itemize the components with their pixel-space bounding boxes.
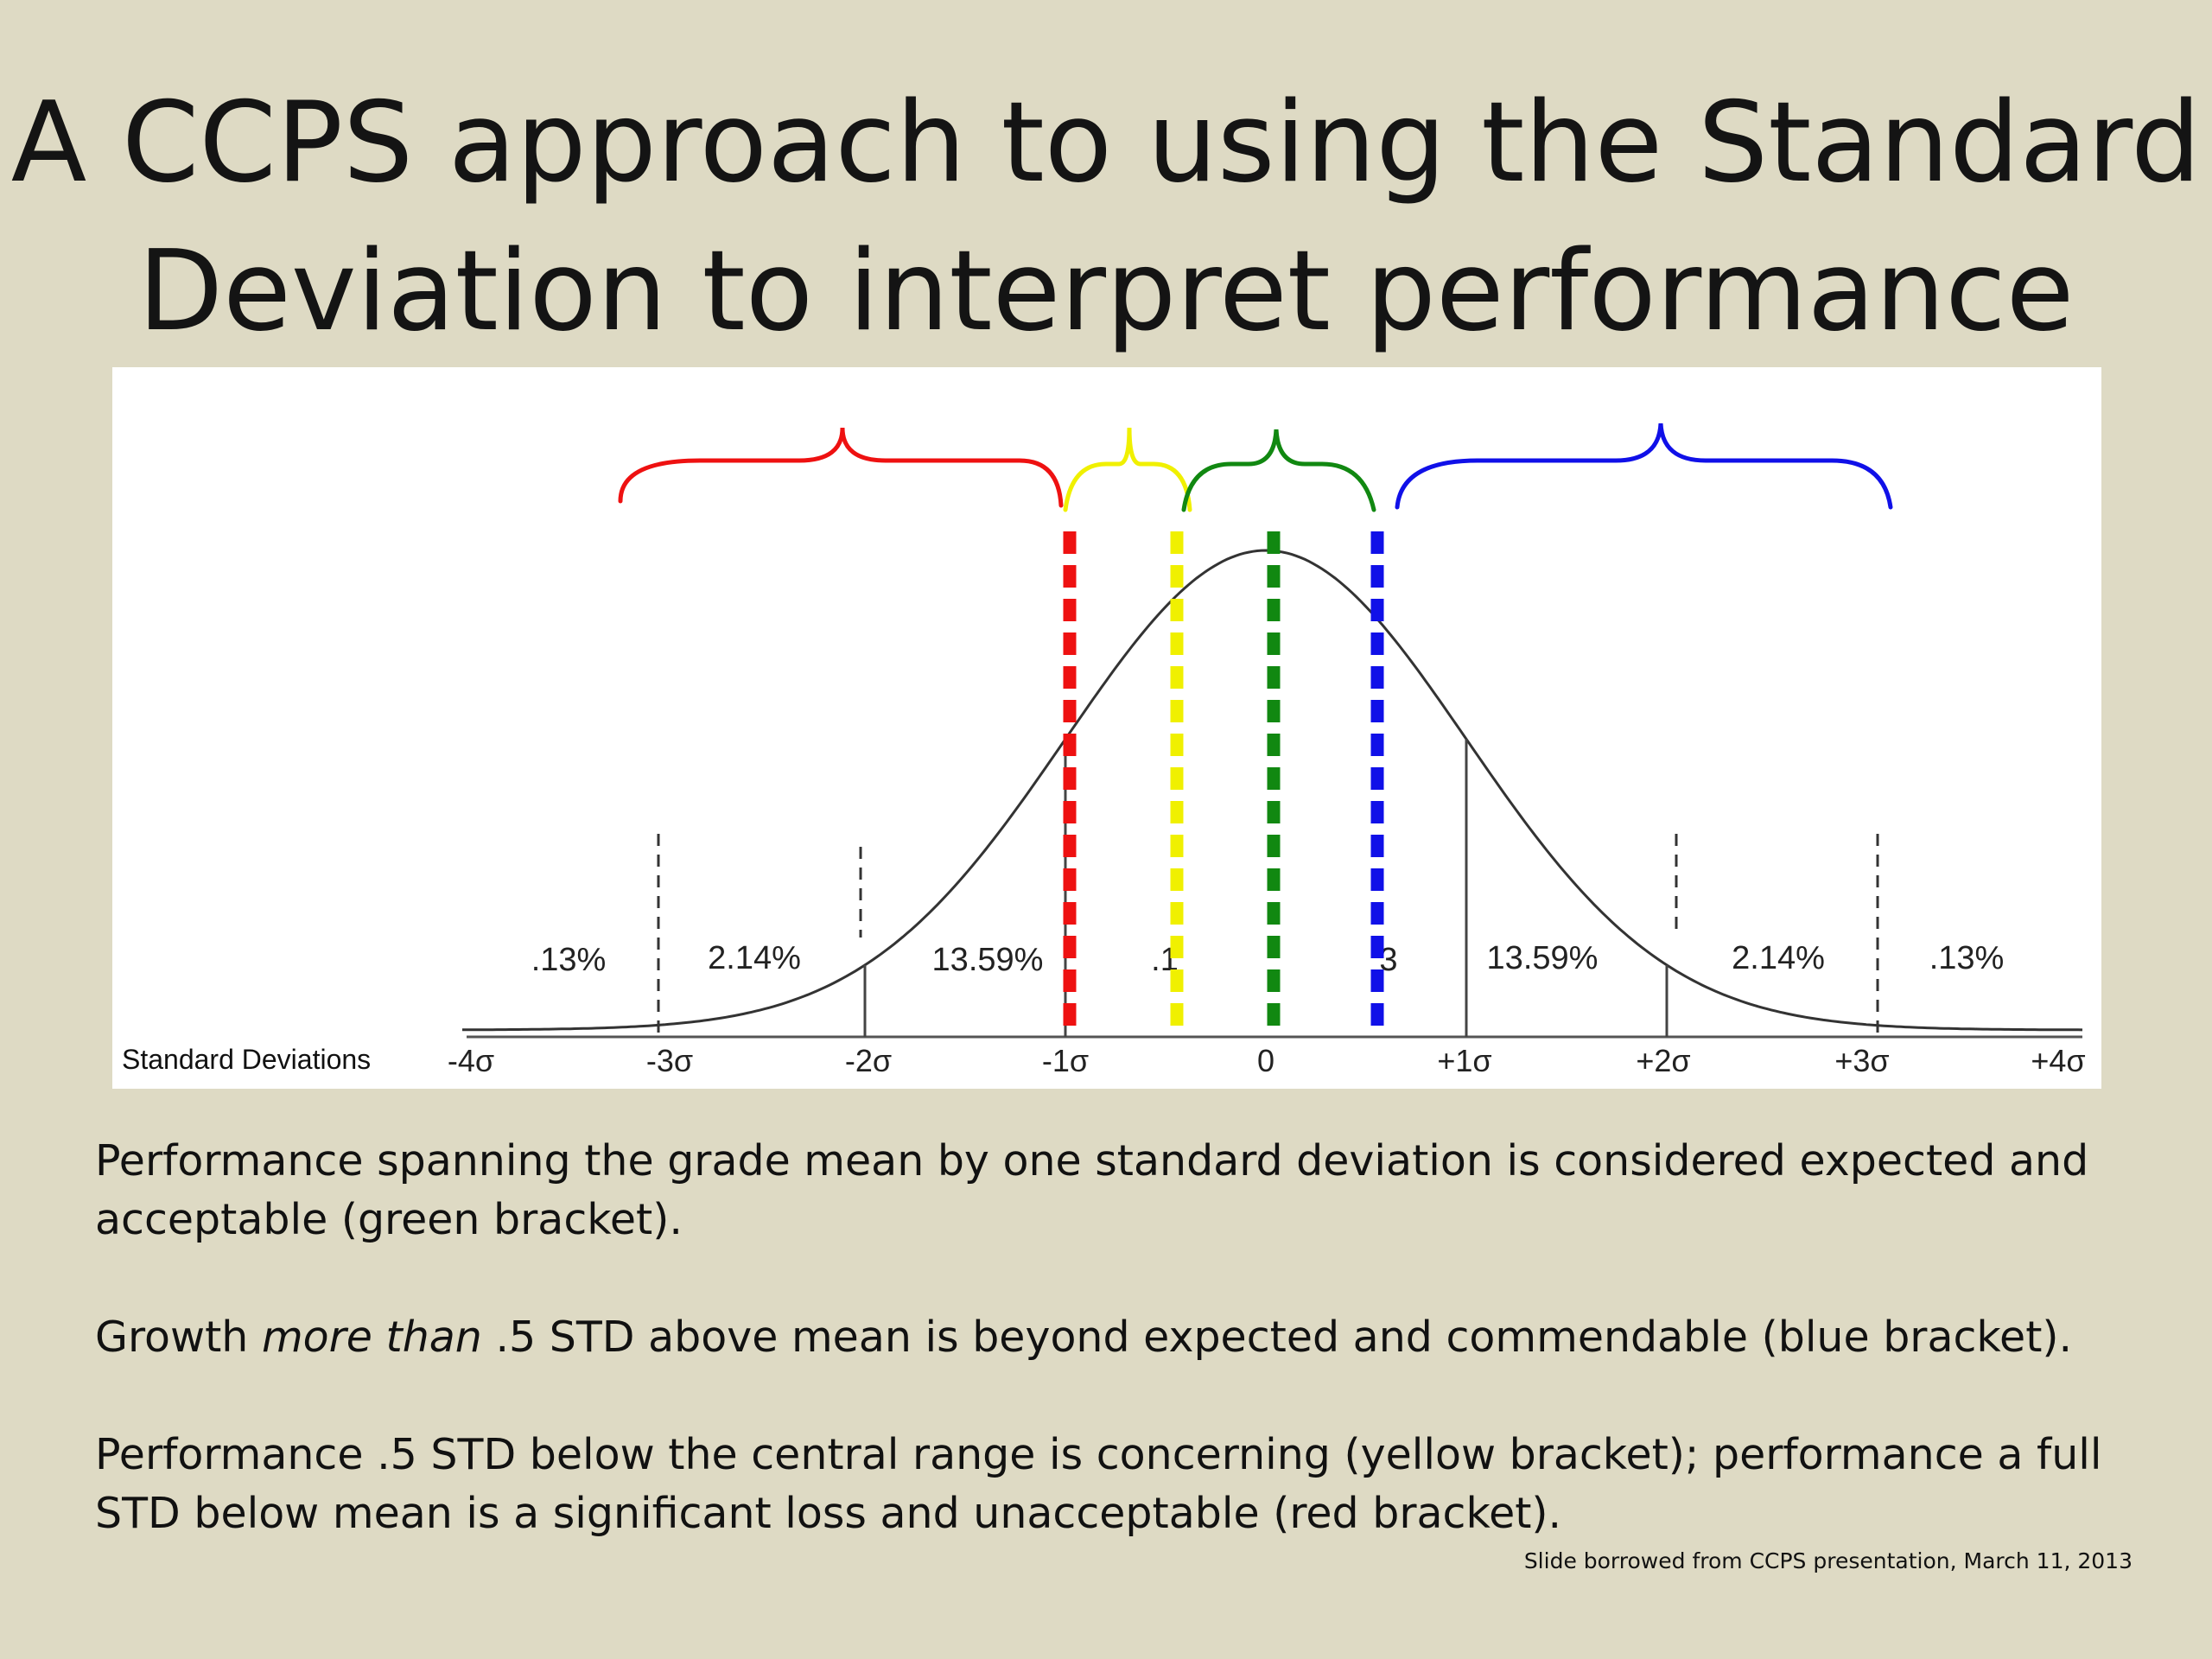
paragraph2-suffix: .5 STD above mean is beyond expected and… bbox=[481, 1313, 2073, 1362]
sd-tick-label: -4σ bbox=[448, 1043, 494, 1078]
normal-distribution-svg: .13% 2.14% 13.59% .1 3 13.59% 2.14% .13%… bbox=[122, 423, 2086, 1078]
green-bracket bbox=[1181, 429, 1376, 512]
sd-tick-label: 0 bbox=[1257, 1043, 1274, 1078]
sd-tick-label: -2σ bbox=[845, 1043, 892, 1078]
red-bracket bbox=[618, 427, 1064, 508]
sd-tick-label: -3σ bbox=[646, 1043, 693, 1078]
axis-caption: Standard Deviations bbox=[122, 1044, 371, 1075]
region-label-1: .13% bbox=[531, 942, 607, 978]
sd-tick-label: +2σ bbox=[1636, 1043, 1690, 1078]
paragraph2-prefix: Growth bbox=[95, 1313, 262, 1362]
title-line-1: A CCPS approach to using the Standard bbox=[10, 79, 2202, 207]
sd-tick-label: -1σ bbox=[1042, 1043, 1089, 1078]
paragraph-blue-bracket: Growth more than .5 STD above mean is be… bbox=[95, 1308, 2117, 1367]
region-label-3: 13.59% bbox=[932, 942, 1044, 978]
body-text: Performance spanning the grade mean by o… bbox=[95, 1132, 2117, 1543]
region-label-8: .13% bbox=[1929, 940, 2005, 976]
region-label-2: 2.14% bbox=[708, 940, 801, 976]
sd-tick-label: +3σ bbox=[1834, 1043, 1889, 1078]
credit-note: Slide borrowed from CCPS presentation, M… bbox=[1523, 1548, 2133, 1573]
region-label-5: 3 bbox=[1379, 942, 1397, 978]
region-label-7: 2.14% bbox=[1732, 940, 1825, 976]
sd-tick-label: +4σ bbox=[2031, 1043, 2085, 1078]
blue-bracket bbox=[1395, 423, 1893, 510]
title-line-2: Deviation to interpret performance bbox=[137, 227, 2075, 356]
paragraph2-emphasis: more than bbox=[261, 1313, 482, 1362]
paragraph-yellow-red-bracket: Performance .5 STD below the central ran… bbox=[95, 1430, 2102, 1538]
paragraph-green-bracket: Performance spanning the grade mean by o… bbox=[95, 1136, 2089, 1244]
region-label-6: 13.59% bbox=[1487, 940, 1599, 976]
normal-distribution-figure: .13% 2.14% 13.59% .1 3 13.59% 2.14% .13%… bbox=[112, 367, 2101, 1089]
sd-tick-label: +1σ bbox=[1437, 1043, 1491, 1078]
slide-title: A CCPS approach to using the Standard De… bbox=[0, 69, 2212, 366]
yellow-bracket bbox=[1063, 427, 1192, 512]
